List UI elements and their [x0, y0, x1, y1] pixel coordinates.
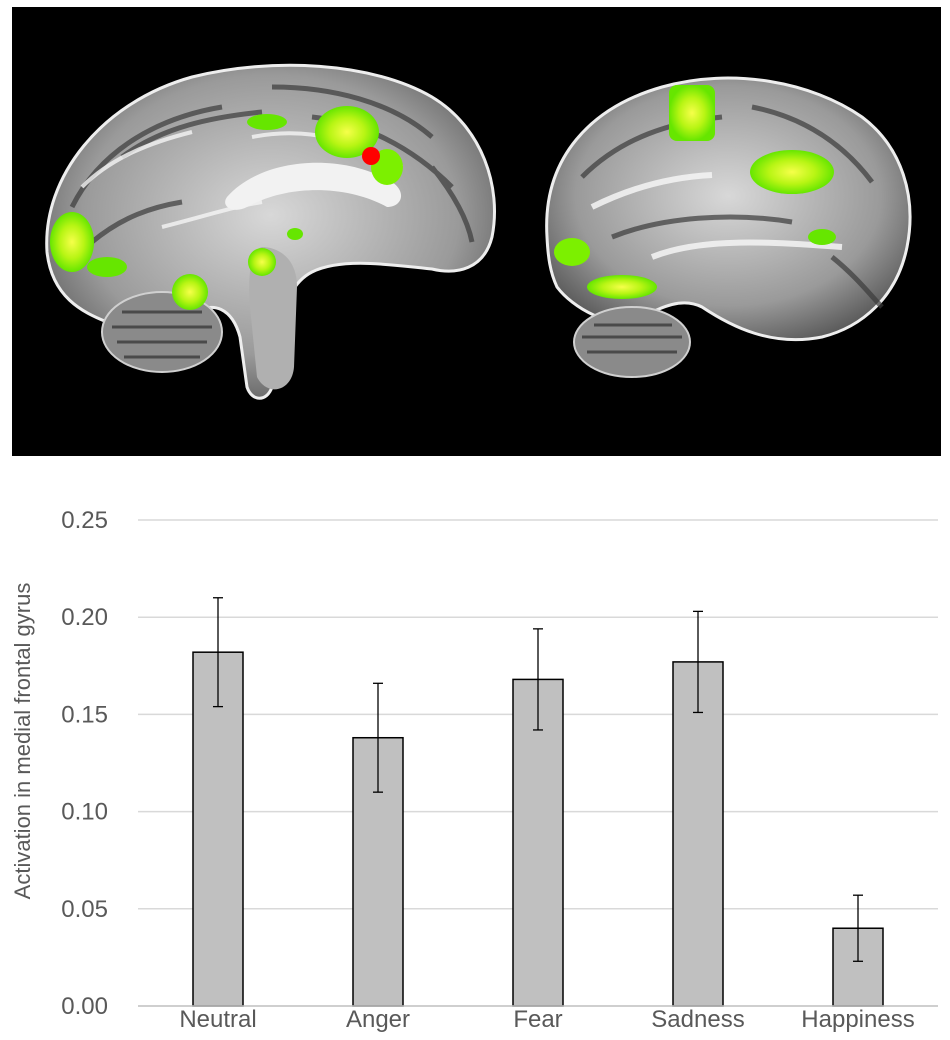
- medial-sagittal-slice: [45, 63, 496, 400]
- error-bar-neutral: [213, 597, 223, 708]
- error-bar-happiness: [853, 894, 863, 962]
- error-bars: [213, 597, 863, 962]
- y-tick-label: 0.05: [61, 896, 108, 923]
- x-tick-label: Sadness: [651, 1006, 744, 1033]
- x-tick-label: Anger: [346, 1006, 410, 1033]
- brain-activation-image: [12, 7, 941, 456]
- y-tick-label: 0.15: [61, 701, 108, 728]
- y-tick-label: 0.25: [61, 507, 108, 534]
- x-tick-label: Fear: [513, 1006, 562, 1033]
- peak-marker: [362, 147, 380, 165]
- bar-chart: 0.00 0.05 0.10 0.15 0.20 0.25 Neutral Anger Fea…: [10, 507, 938, 1033]
- x-tick-label: Neutral: [179, 1006, 256, 1033]
- error-bar-sadness: [693, 610, 703, 714]
- y-tick-label: 0.10: [61, 799, 108, 826]
- bar-sadness: [672, 661, 724, 1007]
- bar-fear: [512, 678, 564, 1007]
- x-axis-labels: Neutral Anger Fear Sadness Happiness: [179, 1006, 914, 1033]
- error-bar-fear: [533, 628, 543, 731]
- y-axis-title: Activation in medial frontal gyrus: [10, 583, 35, 900]
- y-tick-label: 0.20: [61, 604, 108, 631]
- error-bar-anger: [373, 682, 383, 793]
- x-tick-label: Happiness: [801, 1006, 914, 1033]
- activation-clusters: [50, 85, 836, 310]
- lateral-sagittal-slice: [545, 76, 912, 378]
- y-tick-label: 0.00: [61, 993, 108, 1020]
- y-axis-ticks: 0.00 0.05 0.10 0.15 0.20 0.25: [61, 507, 108, 1020]
